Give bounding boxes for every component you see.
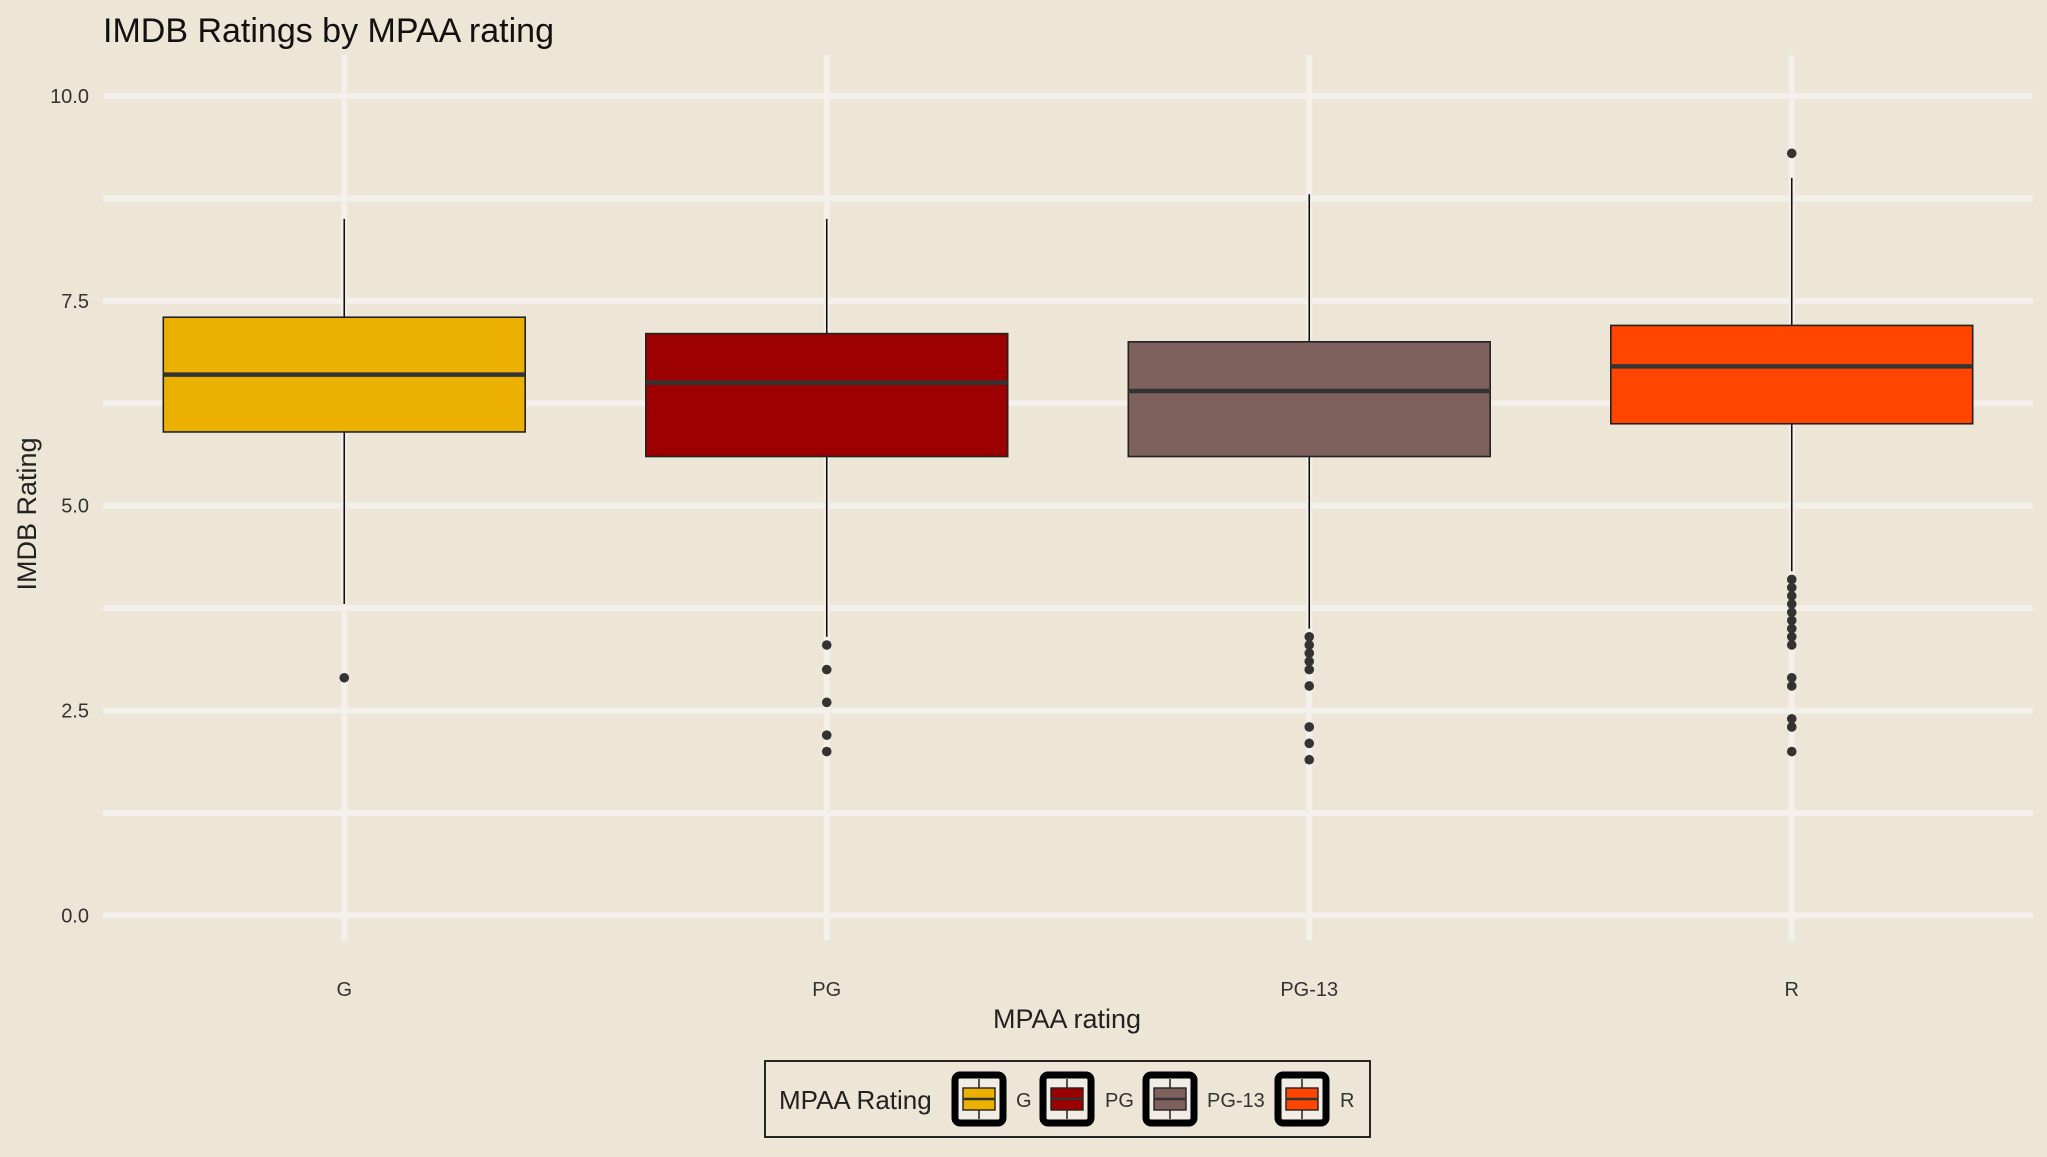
- legend-entry-r: R: [1274, 1071, 1354, 1127]
- y-tick-label: 2.5: [61, 701, 89, 723]
- outlier-point: [1786, 746, 1797, 757]
- outlier-point: [1304, 681, 1315, 691]
- legend-label: G: [1016, 1090, 1032, 1112]
- outlier-point: [821, 746, 832, 757]
- legend-label: PG-13: [1207, 1090, 1265, 1112]
- outlier-point: [1786, 722, 1797, 732]
- outlier-point: [1786, 574, 1797, 585]
- box-pg-13: [1127, 194, 1491, 765]
- chart-title: IMDB Ratings by MPAA rating: [103, 12, 554, 50]
- outlier-point: [1786, 713, 1797, 724]
- outlier-point: [1304, 632, 1315, 642]
- outlier-point: [1786, 640, 1797, 650]
- outlier-point: [1304, 656, 1315, 667]
- outlier-point: [1786, 591, 1797, 601]
- box-iqr: [1127, 341, 1491, 458]
- outlier-point: [1786, 582, 1797, 593]
- outlier-point: [1786, 681, 1797, 691]
- outlier-point: [1786, 615, 1797, 626]
- legend-box: [764, 1060, 1371, 1138]
- box-r: [1610, 148, 1974, 757]
- outlier-point: [821, 730, 832, 740]
- y-tick-label: 10.0: [50, 86, 89, 108]
- outlier-point: [1786, 623, 1797, 634]
- outlier-point: [1786, 148, 1797, 159]
- outlier-point: [1786, 672, 1797, 683]
- outlier-point: [1304, 722, 1315, 732]
- x-tick-label: PG-13: [1280, 979, 1338, 1001]
- y-tick-label: 0.0: [61, 905, 89, 927]
- y-tick-label: 7.5: [61, 291, 89, 313]
- box-iqr: [1610, 324, 1974, 425]
- outlier-point: [1304, 738, 1315, 749]
- outlier-point: [1786, 632, 1797, 642]
- outlier-point: [1304, 648, 1315, 658]
- outlier-point: [821, 640, 832, 650]
- outlier-point: [1304, 664, 1315, 675]
- outlier-point: [1786, 607, 1797, 618]
- box-g: [162, 218, 526, 683]
- x-tick-label: G: [336, 979, 352, 1001]
- legend-title: MPAA Rating: [779, 1085, 932, 1115]
- legend-label: PG: [1105, 1090, 1134, 1112]
- y-axis-label: IMDB Rating: [12, 437, 42, 590]
- legend-label: R: [1340, 1090, 1354, 1112]
- outlier-point: [821, 664, 832, 675]
- outlier-point: [1304, 640, 1315, 650]
- legend: MPAA Rating G PG PG-13 R: [764, 1060, 1371, 1138]
- x-axis-label: MPAA rating: [993, 1004, 1141, 1034]
- x-tick-label: PG: [812, 979, 841, 1001]
- box-iqr: [645, 332, 1009, 458]
- outlier-point: [1786, 599, 1797, 609]
- x-tick-label: R: [1785, 979, 1799, 1001]
- outlier-point: [821, 697, 832, 708]
- legend-entry-pg-13: PG-13: [1142, 1071, 1265, 1127]
- legend-entry-g: G: [951, 1071, 1032, 1127]
- outlier-point: [339, 672, 350, 683]
- box-pg: [645, 218, 1009, 757]
- legend-entry-pg: PG: [1039, 1071, 1134, 1127]
- y-tick-label: 5.0: [61, 496, 89, 518]
- outlier-point: [1304, 754, 1315, 765]
